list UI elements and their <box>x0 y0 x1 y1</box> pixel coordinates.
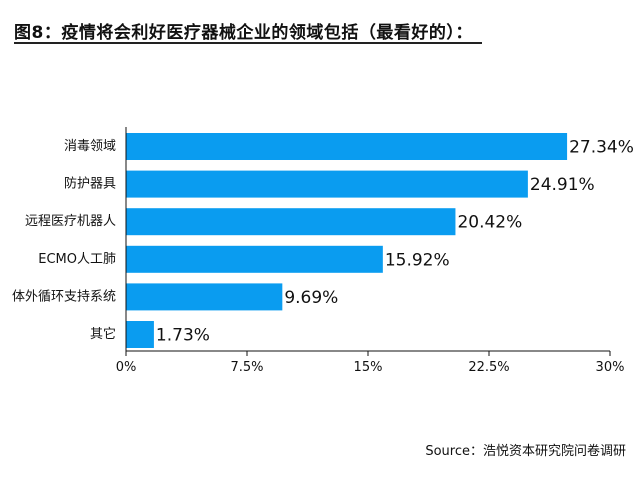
title-underline <box>14 42 482 44</box>
category-label: ECMO人工肺 <box>38 252 116 267</box>
category-label: 防护器具 <box>64 176 116 192</box>
category-label: 其它 <box>90 326 116 342</box>
category-label: 消毒领域 <box>64 139 116 154</box>
data-label: 15.92% <box>385 250 450 270</box>
bar <box>126 283 283 311</box>
bar <box>126 170 528 198</box>
data-label: 20.42% <box>457 213 522 233</box>
x-tick-label: 7.5% <box>230 360 263 375</box>
data-label: 27.34% <box>569 138 634 158</box>
chart-title: 图8：疫情将会利好医疗器械企业的领域包括（最看好的）： <box>14 23 473 43</box>
source-note: Source：浩悦资本研究院问卷调研 <box>425 444 626 459</box>
data-label: 9.69% <box>284 288 338 308</box>
category-label: 远程医疗机器人 <box>25 214 116 229</box>
category-label: 体外循环支持系统 <box>12 289 116 304</box>
bar <box>126 321 154 348</box>
bar <box>126 245 383 273</box>
bar <box>126 133 568 160</box>
x-tick-label: 30% <box>596 360 625 375</box>
x-tick-label: 0% <box>116 360 137 375</box>
x-tick-label: 15% <box>354 360 383 375</box>
bar <box>126 208 456 236</box>
data-label: 1.73% <box>156 326 210 346</box>
data-label: 24.91% <box>530 175 595 195</box>
x-tick-label: 22.5% <box>468 360 509 375</box>
